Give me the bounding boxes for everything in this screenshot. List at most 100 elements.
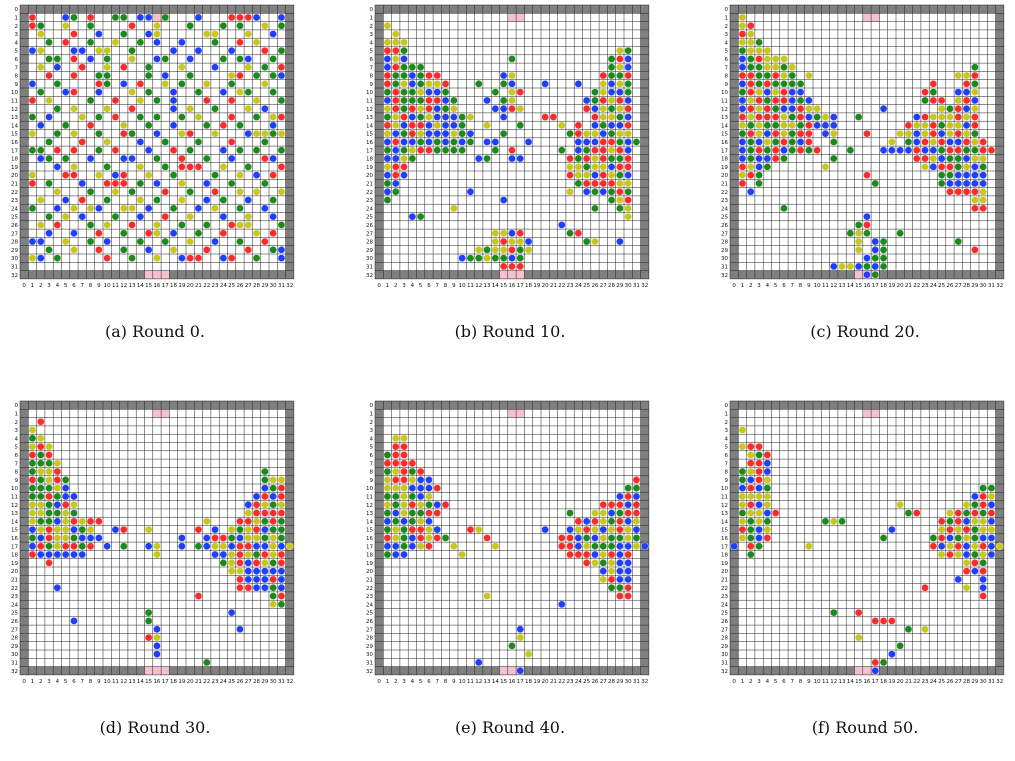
agent-dot-red [863, 221, 871, 229]
wall-cell [516, 401, 525, 410]
wall-cell [285, 600, 294, 609]
agent-dot-blue [383, 96, 392, 105]
agent-dot-green [871, 254, 880, 262]
wall-cell [995, 625, 1004, 634]
wall-cell [995, 434, 1004, 443]
agent-dot-red [400, 451, 408, 459]
wall-cell [94, 5, 103, 14]
agent-dot-blue [219, 88, 228, 96]
exit-cell [161, 409, 170, 418]
agent-dot-red [616, 55, 624, 63]
y-tick-label: 29 [11, 644, 18, 650]
wall-cell [640, 5, 649, 14]
agent-dot-red [433, 534, 442, 542]
agent-dot-green [136, 237, 145, 246]
agent-dot-green [169, 171, 178, 179]
agent-dot-red [391, 88, 400, 96]
wall-cell [36, 5, 45, 14]
x-tick-label: 8 [89, 679, 93, 685]
agent-dot-blue [971, 492, 979, 501]
agent-dot-red [269, 171, 277, 179]
agent-dot-blue [566, 525, 574, 534]
agent-dot-yellow [582, 171, 591, 179]
agent-dot-green [128, 187, 136, 196]
agent-dot-yellow [755, 492, 763, 501]
agent-dot-green [763, 71, 772, 80]
agent-dot-red [616, 187, 624, 196]
wall-cell [375, 38, 384, 47]
wall-cell [375, 666, 384, 675]
agent-dot-blue [391, 179, 400, 188]
y-tick-label: 4 [725, 436, 729, 442]
y-tick-label: 26 [11, 223, 18, 229]
agent-dot-blue [624, 171, 632, 179]
wall-cell [813, 401, 822, 410]
agent-dot-green [971, 129, 979, 138]
wall-cell [20, 558, 29, 567]
wall-cell [20, 616, 29, 626]
agent-dot-green [971, 63, 979, 72]
x-tick-label: 11 [467, 283, 474, 289]
agent-dot-red [616, 163, 624, 171]
wall-cell [210, 5, 220, 14]
wall-cell [285, 500, 294, 509]
agent-dot-yellow [746, 113, 755, 121]
agent-dot-red [616, 96, 624, 105]
agent-dot-red [516, 229, 525, 238]
wall-cell [127, 666, 137, 675]
wall-cell [416, 401, 425, 410]
agent-dot-red [632, 509, 641, 517]
agent-dot-green [261, 179, 269, 188]
agent-dot-red [70, 171, 78, 179]
agent-dot-green [400, 534, 408, 542]
wall-cell [995, 171, 1004, 180]
agent-dot-green [879, 254, 888, 262]
wall-cell [375, 608, 384, 617]
y-tick-label: 4 [15, 436, 19, 442]
agent-dot-green [261, 63, 269, 72]
agent-dot-blue [277, 575, 286, 584]
wall-cell [416, 270, 425, 279]
agent-dot-red [929, 129, 938, 138]
agent-dot-red [929, 121, 938, 130]
agent-dot-green [219, 55, 228, 63]
agent-dot-red [746, 442, 755, 451]
wall-cell [152, 5, 162, 14]
wall-cell [69, 666, 79, 675]
x-tick-label: 6 [427, 283, 431, 289]
agent-dot-green [400, 129, 408, 138]
wall-cell [144, 401, 153, 410]
agent-dot-yellow [400, 484, 408, 492]
agent-dot-yellow [566, 163, 574, 171]
agent-dot-blue [277, 542, 286, 551]
wall-cell [730, 171, 739, 180]
agent-dot-blue [491, 138, 500, 146]
agent-dot-yellow [805, 542, 813, 551]
x-tick-label: 22 [203, 679, 210, 685]
wall-cell [624, 666, 633, 675]
y-tick-label: 0 [15, 403, 19, 409]
wall-cell [375, 13, 384, 22]
agent-dot-green [400, 46, 408, 55]
agent-dot-yellow [599, 509, 608, 517]
agent-dot-blue [871, 666, 880, 675]
agent-dot-red [607, 550, 616, 559]
agent-dot-green [36, 492, 45, 501]
x-tick-label: 27 [245, 679, 252, 685]
agent-dot-red [971, 246, 979, 254]
agent-dot-blue [616, 542, 624, 551]
agent-dot-blue [450, 121, 458, 130]
agent-dot-green [582, 146, 591, 155]
wall-cell [730, 500, 739, 509]
agent-dot-yellow [971, 88, 979, 96]
agent-dot-red [771, 509, 780, 517]
agent-dot-green [269, 484, 277, 492]
agent-dot-blue [616, 559, 624, 567]
wall-cell [995, 666, 1004, 675]
agent-dot-blue [202, 534, 211, 542]
wall-cell [582, 5, 591, 14]
x-tick-label: 27 [245, 283, 252, 289]
x-tick-label: 0 [22, 679, 26, 685]
agent-dot-yellow [971, 542, 979, 551]
y-tick-label: 30 [721, 652, 728, 658]
